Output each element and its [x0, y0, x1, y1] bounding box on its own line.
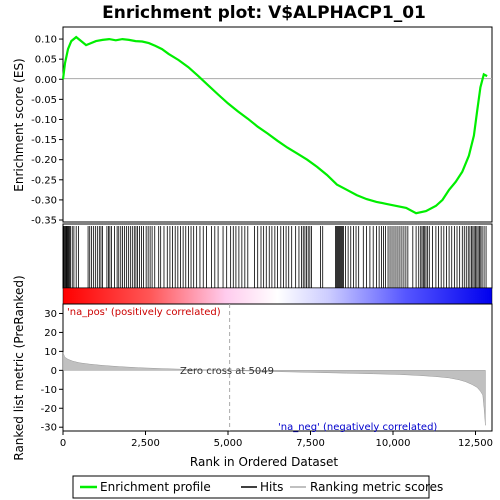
- legend-es-label: Enrichment profile: [100, 480, 211, 494]
- metric-y-axis: 30 20 10 0 -10 -20 -30: [41, 309, 63, 434]
- es-panel: [62, 26, 493, 223]
- positive-correlation-label: 'na_pos' (positively correlated): [67, 307, 221, 318]
- es-y-tick-label: 0.00: [35, 75, 57, 86]
- x-tick-label: 10,000: [376, 438, 411, 449]
- ranking-metric-area: [62, 352, 486, 426]
- es-y-tick-label: 0.10: [35, 35, 57, 46]
- metric-y-tick-label: 20: [44, 328, 57, 339]
- legend-metric-label: Ranking metric scores: [310, 480, 443, 494]
- hits-markers: [63, 226, 487, 288]
- es-y-tick-label: -0.20: [31, 155, 57, 166]
- es-y-tick-label: -0.15: [31, 135, 57, 146]
- metric-y-tick-label: -30: [41, 423, 57, 434]
- x-tick-label: 7,500: [296, 438, 325, 449]
- x-tick-label: 12,500: [458, 438, 493, 449]
- negative-correlation-label: 'na_neg' (negatively correlated): [278, 422, 437, 433]
- es-y-tick-label: -0.05: [31, 95, 57, 106]
- es-y-axis: 0.10 0.05 0.00 -0.05 -0.10 -0.15 -0.20 -0.25 -0.…: [31, 35, 63, 226]
- x-axis: 0 2,500 5,000 7,500 10,000 12,500: [60, 431, 493, 449]
- metric-y-axis-label: Ranked list metric (PreRanked): [12, 275, 26, 460]
- metric-y-tick-label: 30: [44, 309, 57, 320]
- x-tick-label: 2,500: [131, 438, 160, 449]
- enrichment-profile-line: [61, 35, 488, 215]
- metric-y-tick-label: 0: [51, 366, 57, 377]
- metric-y-tick-label: -20: [41, 404, 57, 415]
- chart-title: Enrichment plot: V$ALPHACP1_01: [102, 3, 426, 23]
- x-tick-label: 0: [60, 438, 66, 449]
- es-y-tick-label: -0.10: [31, 115, 57, 126]
- x-axis-label: Rank in Ordered Dataset: [190, 455, 338, 469]
- es-y-axis-label: Enrichment score (ES): [12, 58, 26, 191]
- es-y-tick-label: -0.25: [31, 175, 57, 186]
- rank-color-bar: [62, 287, 493, 305]
- legend-hits-label: Hits: [260, 480, 283, 494]
- metric-y-tick-label: -10: [41, 385, 57, 396]
- metric-y-tick-label: 10: [44, 347, 57, 358]
- x-tick-label: 5,000: [214, 438, 243, 449]
- es-y-tick-label: 0.05: [35, 55, 57, 66]
- es-y-tick-label: -0.30: [31, 195, 57, 206]
- zero-cross-label: Zero cross at 5049: [180, 366, 274, 377]
- es-y-tick-label: -0.35: [31, 215, 57, 226]
